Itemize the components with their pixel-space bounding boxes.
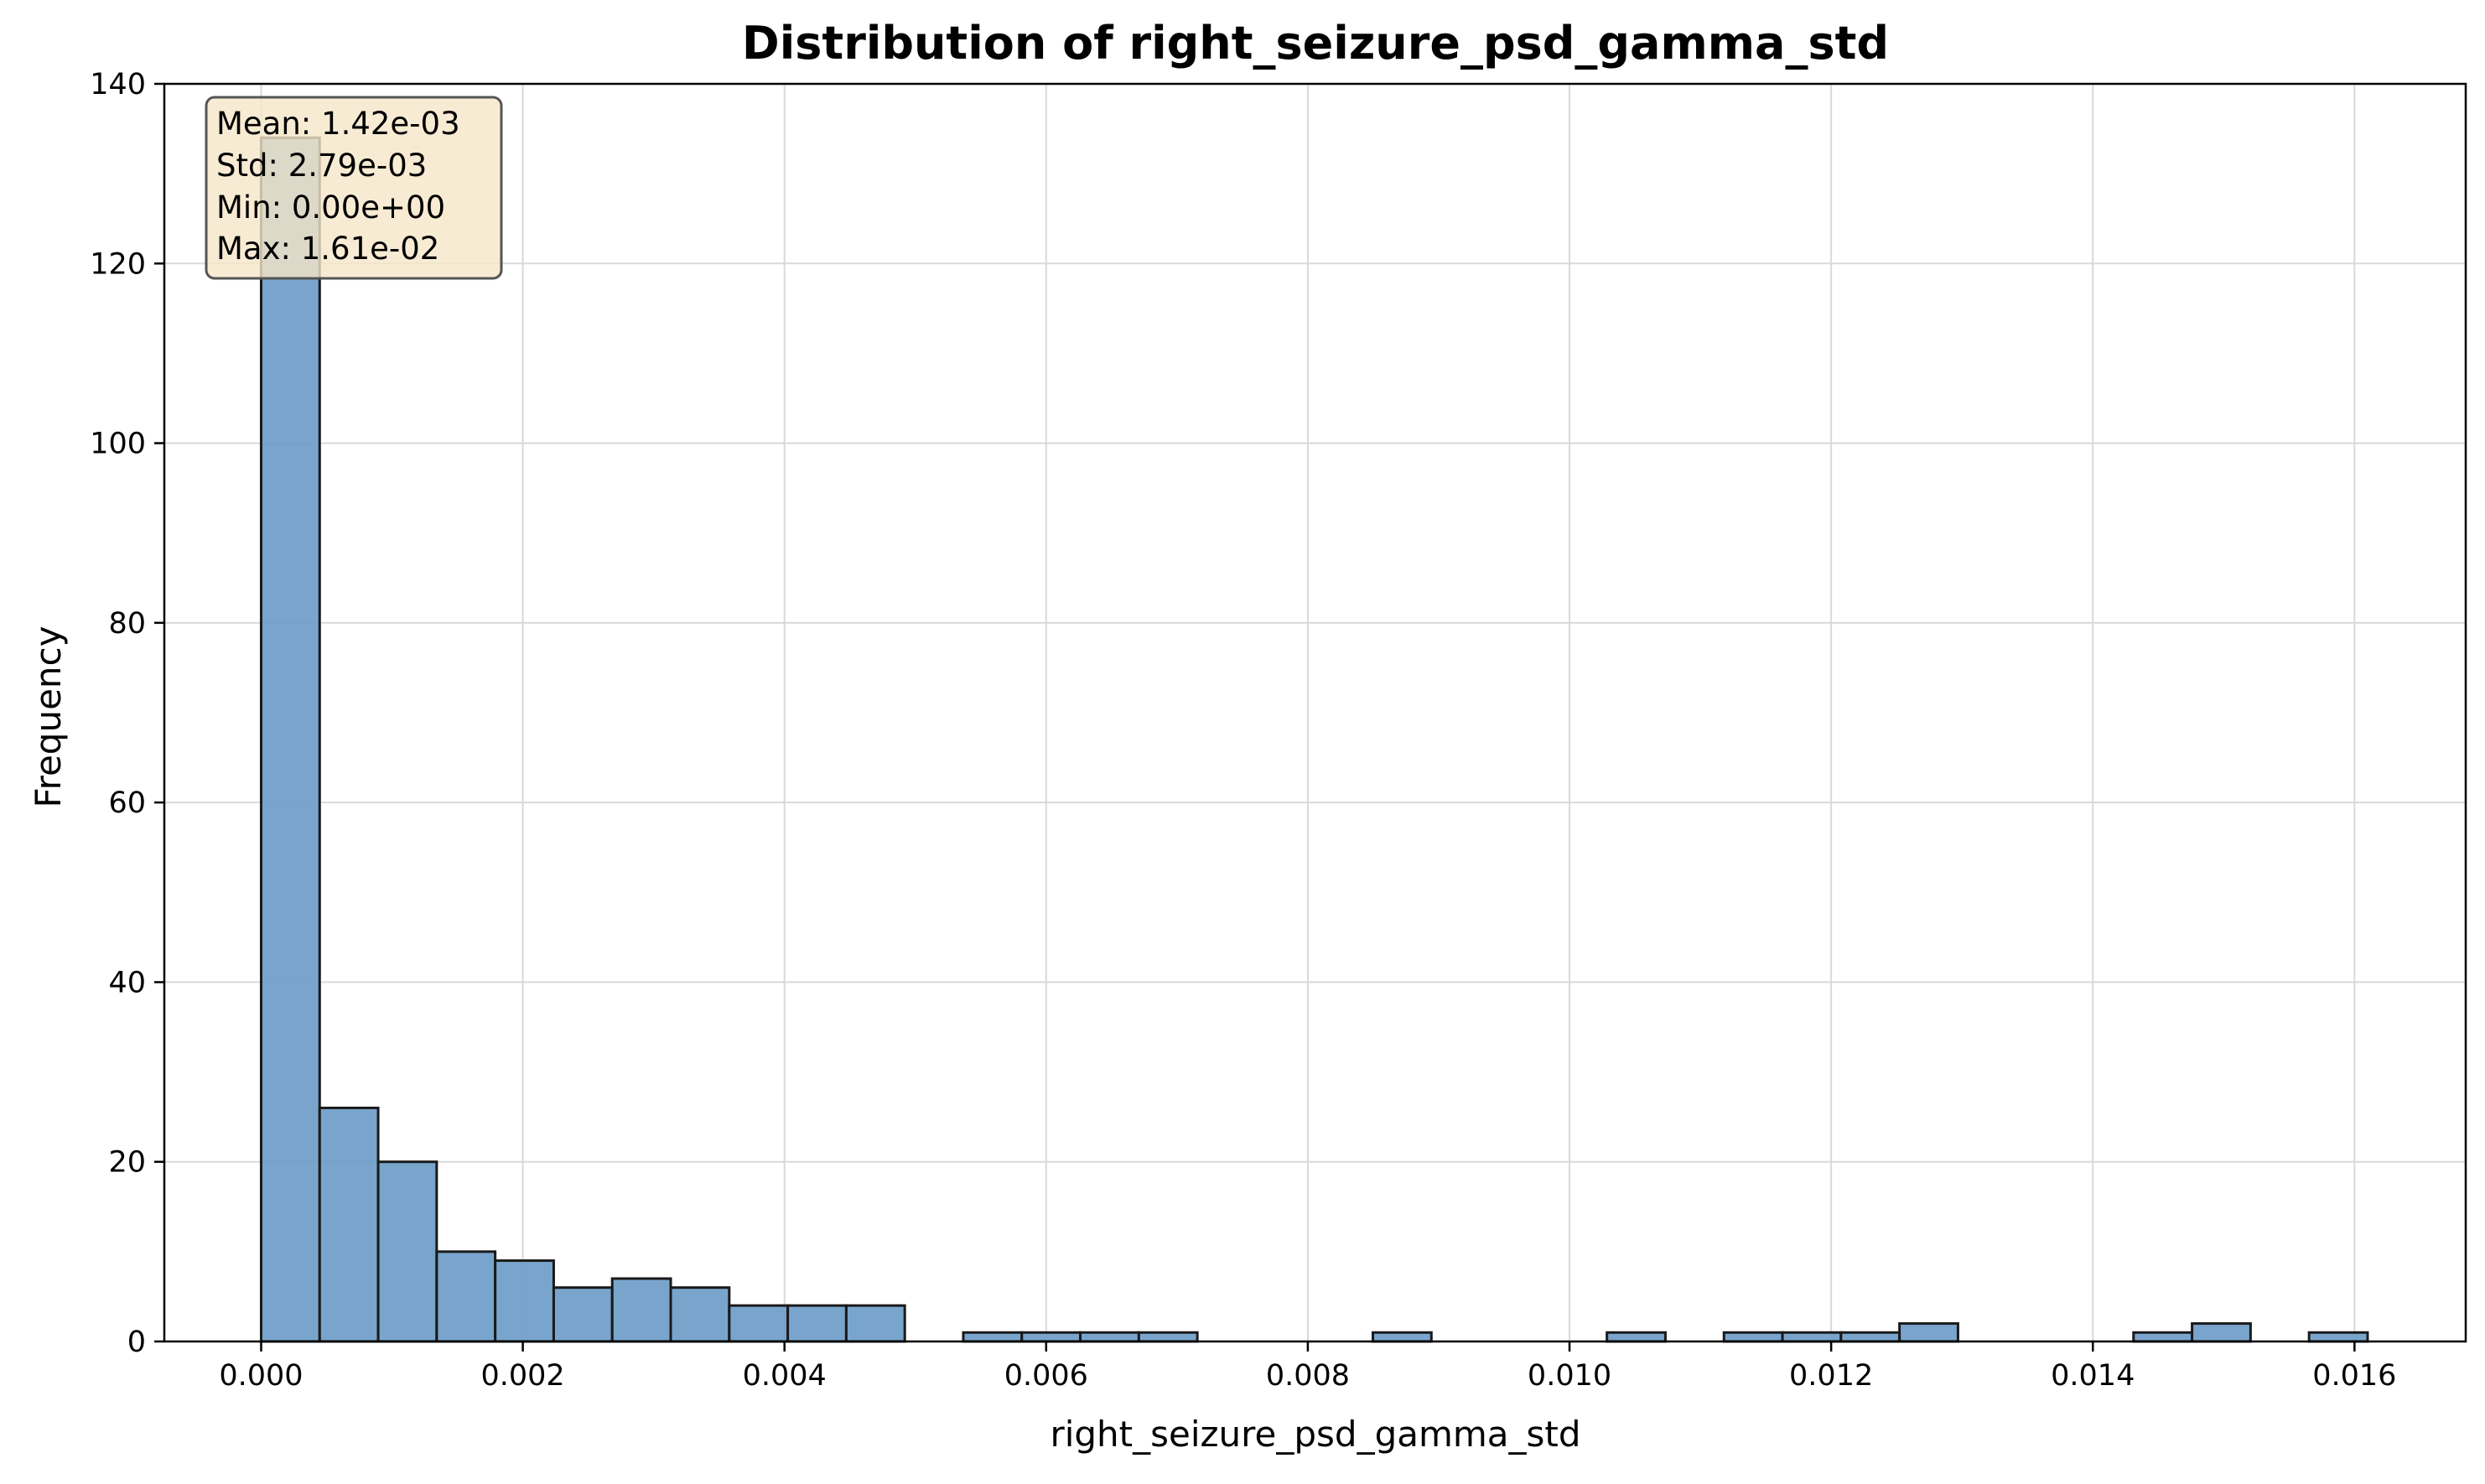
x-tick-label: 0.014 bbox=[2051, 1359, 2135, 1393]
histogram-bar bbox=[844, 1304, 906, 1343]
histogram-bar bbox=[318, 1106, 380, 1343]
histogram-bar bbox=[1079, 1331, 1140, 1343]
histogram-bar bbox=[786, 1304, 848, 1343]
y-tick-label: 80 bbox=[108, 607, 146, 641]
histogram-bar bbox=[1722, 1331, 1784, 1343]
x-axis-label: right_seizure_psd_gamma_std bbox=[1050, 1414, 1580, 1455]
histogram-bar bbox=[1839, 1331, 1901, 1343]
x-tick-label: 0.004 bbox=[743, 1359, 827, 1393]
histogram-bar bbox=[494, 1259, 555, 1343]
y-tick-label: 20 bbox=[108, 1146, 146, 1180]
stats-std: Std: 2.79e-03 bbox=[216, 148, 427, 184]
histogram-bar bbox=[2132, 1331, 2194, 1343]
x-axis-ticks: 0.000 0.002 0.004 0.006 0.008 0.010 0.012 0.014… bbox=[219, 1341, 2396, 1393]
y-tick-label: 140 bbox=[90, 68, 146, 101]
y-tick-label: 100 bbox=[90, 428, 146, 461]
y-tick-label: 120 bbox=[90, 247, 146, 281]
histogram-bars bbox=[259, 136, 2369, 1343]
y-axis-label: Frequency bbox=[28, 626, 69, 808]
x-tick-label: 0.006 bbox=[1004, 1359, 1088, 1393]
stats-box-background bbox=[205, 96, 503, 280]
y-tick-label: 60 bbox=[108, 786, 146, 820]
histogram-bar bbox=[669, 1286, 731, 1343]
histogram-bar bbox=[259, 136, 321, 1343]
histogram-bar bbox=[1781, 1331, 1843, 1343]
x-tick-label: 0.016 bbox=[2312, 1359, 2396, 1393]
x-tick-label: 0.012 bbox=[1789, 1359, 1873, 1393]
stats-box: Mean: 1.42e-03 Std: 2.79e-03 Min: 0.00e+… bbox=[205, 96, 503, 280]
stats-min: Min: 0.00e+00 bbox=[216, 189, 445, 226]
x-tick-label: 0.010 bbox=[1528, 1359, 1611, 1393]
y-axis-ticks: 0 20 40 60 80 100 120 140 bbox=[90, 68, 164, 1359]
histogram-bar bbox=[2307, 1331, 2369, 1343]
histogram-bar bbox=[552, 1286, 614, 1343]
plot-frame bbox=[163, 82, 2467, 1343]
stats-max: Max: 1.61e-02 bbox=[216, 231, 439, 267]
histogram-bar bbox=[1372, 1331, 1433, 1343]
histogram-bar bbox=[1137, 1331, 1199, 1343]
histogram-bar bbox=[2191, 1322, 2252, 1343]
histogram-bar bbox=[962, 1331, 1024, 1343]
histogram-bar bbox=[435, 1250, 497, 1343]
y-tick-label: 0 bbox=[127, 1326, 146, 1359]
y-tick-label: 40 bbox=[108, 966, 146, 999]
histogram-bar bbox=[728, 1304, 790, 1343]
x-tick-label: 0.008 bbox=[1266, 1359, 1350, 1393]
histogram-bar bbox=[1020, 1331, 1082, 1343]
chart-title: Distribution of right_seizure_psd_gamma_… bbox=[742, 17, 1889, 70]
x-tick-label: 0.000 bbox=[219, 1359, 303, 1393]
histogram-bar bbox=[1606, 1331, 1667, 1343]
stats-mean: Mean: 1.42e-03 bbox=[216, 106, 460, 142]
histogram-bar bbox=[610, 1277, 672, 1343]
x-tick-label: 0.002 bbox=[480, 1359, 564, 1393]
histogram-bar bbox=[1898, 1322, 1959, 1343]
histogram-bar bbox=[376, 1160, 438, 1343]
